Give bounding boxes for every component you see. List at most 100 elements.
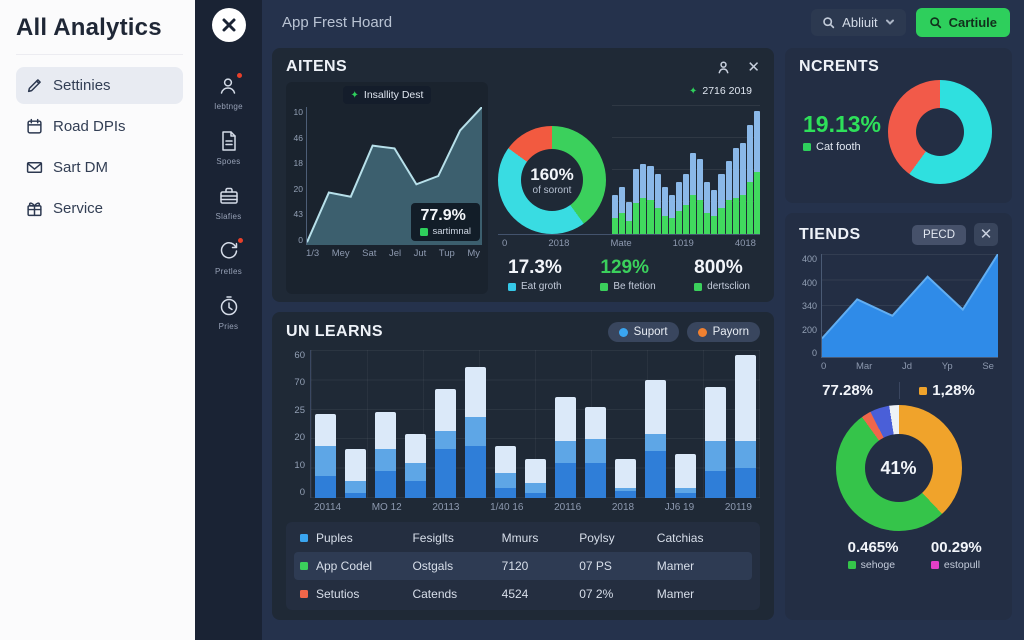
tick-label: Sat [362,248,377,259]
rail-item-label: Pries [218,322,239,331]
tiends-area-chart: 400 400 340 200 0 [799,254,998,358]
tick-label: 0 [298,234,303,245]
cartule-button[interactable]: Cartiule [915,7,1010,37]
bar [661,187,668,234]
bar [626,201,633,234]
search-icon [822,16,835,29]
sidebar: All Analytics Settinies Road DPIs Sart D… [0,0,195,640]
bar [697,158,704,234]
bar [465,367,486,498]
search-dropdown[interactable]: Abliuit [811,8,906,36]
sidebar-item-settinies[interactable]: Settinies [16,67,183,104]
tick-label: 1/3 [306,248,320,259]
table-row[interactable]: Setutios Catends 4524 07 2% Mamer [294,580,752,608]
tick-label: 1/40 16 [490,502,524,513]
table-row[interactable]: App Codel Ostgals 7120 07 PS Mamer [294,552,752,580]
legend-dot [618,327,628,337]
panel-unlearns: UN LEARNS Suport Payorn 60 70 25 20 10 0 2011… [272,312,774,620]
user-icon[interactable] [716,60,731,75]
divider [898,382,900,399]
chart-badge: ✦ 2716 2019 [688,85,752,97]
tick-label: 20119 [724,502,752,513]
row-marker [300,534,308,542]
tick-label: 0 [502,238,508,249]
aitens-line-chart: ✦ Insallity Dest 10 46 18 20 43 0 77.9% sarti… [286,82,488,294]
bar [732,148,739,234]
bar [619,187,626,234]
sidebar-item-service[interactable]: Service [16,190,183,227]
bar [746,124,753,234]
bar [315,414,336,498]
rail-item-slafies[interactable]: Slafies [215,184,241,221]
legend-marker [803,143,811,151]
app-title: All Analytics [16,14,183,55]
bar [711,189,718,234]
bar [647,166,654,234]
bar [654,174,661,234]
donut-chart: 160% of soront [498,126,606,234]
bar [753,110,760,234]
tick-label: Jut [413,248,427,259]
close-icon: ✕ [979,226,993,243]
x-axis: 0 Mar Jd Yp Se [799,358,998,372]
bar [739,143,746,234]
panel-title: AITENS [286,58,348,75]
tick-label: 200 [801,324,817,335]
tick-label: 0 [299,486,305,498]
bar [675,453,696,498]
close-icon[interactable]: ✕ [747,58,760,76]
bar [668,195,675,234]
tick-label: 10 [294,459,305,471]
donut-center-value: 41% [880,457,917,478]
legend-marker [420,227,429,236]
bar [585,406,606,498]
legend-marker [919,386,928,395]
tick-label: 20 [294,432,305,444]
rail-item-iebtnge[interactable]: Iebtnge [214,71,245,111]
briefcase-icon [217,184,241,208]
tick-label: 400 [801,254,817,264]
stat-estopull: 00.29% estopull [930,539,982,571]
rail-item-spoes[interactable]: Spoes [216,129,240,166]
tick-label: 340 [801,301,817,311]
legend-payorn[interactable]: Payorn [686,322,760,342]
tick-label: Jel [388,248,402,259]
search-icon [929,16,942,29]
diamond-icon: ✦ [688,85,698,97]
tick-label: 20113 [432,502,460,513]
y-axis: 400 400 340 200 0 [799,254,821,358]
bar [375,411,396,498]
app-logo[interactable] [211,8,246,42]
tick-label: 10 [293,107,303,117]
pecd-button[interactable]: PECD [912,224,966,245]
legend-suport[interactable]: Suport [607,322,679,342]
close-button[interactable]: ✕ [974,223,998,246]
chevron-down-icon [885,17,895,27]
overlay-value: 77.9% [420,207,466,224]
page-title: App Frest Hoard [282,13,393,31]
sidebar-item-sart-dm[interactable]: Sart DM [16,149,183,186]
legend-marker [930,561,939,569]
rail-item-pretles[interactable]: Pretles [215,236,245,276]
tick-label: Mate [610,238,632,249]
panel-ncrents: NCRENTS 19.13% Cat footh [785,48,1012,203]
panel-tiends: TIENDS PECD ✕ 400 400 340 200 0 0 Mar Jd Yp Se 7… [785,213,1012,620]
tick-label: 1019 [672,238,694,249]
panel-aitens: AITENS ✕ ✦ Insallity Dest [272,48,774,302]
table-header-row[interactable]: Puples Fesiglts Mmurs Poylsy Catchias [294,524,752,552]
y-axis: 60 70 25 20 10 0 [286,350,310,498]
chart-badge: ✦ Insallity Dest [342,86,432,104]
rail-item-label: Iebtnge [214,102,243,111]
refresh-icon [217,236,245,263]
rail-item-pries[interactable]: Pries [217,294,241,331]
icon-rail: Iebtnge Spoes Slafies Pretles Pries [195,0,262,640]
sidebar-item-road-dpis[interactable]: Road DPIs [16,108,183,145]
panel-title: UN LEARNS [286,323,383,340]
stacked-bar-chart: 60 70 25 20 10 0 [286,350,760,498]
row-marker [300,562,308,570]
legend-marker [508,282,516,291]
stat-be-ftetion: 129% Be ftetion [600,257,656,292]
calendar-icon [26,118,43,135]
bar [405,433,426,498]
search-dropdown-label: Abliuit [842,14,878,30]
